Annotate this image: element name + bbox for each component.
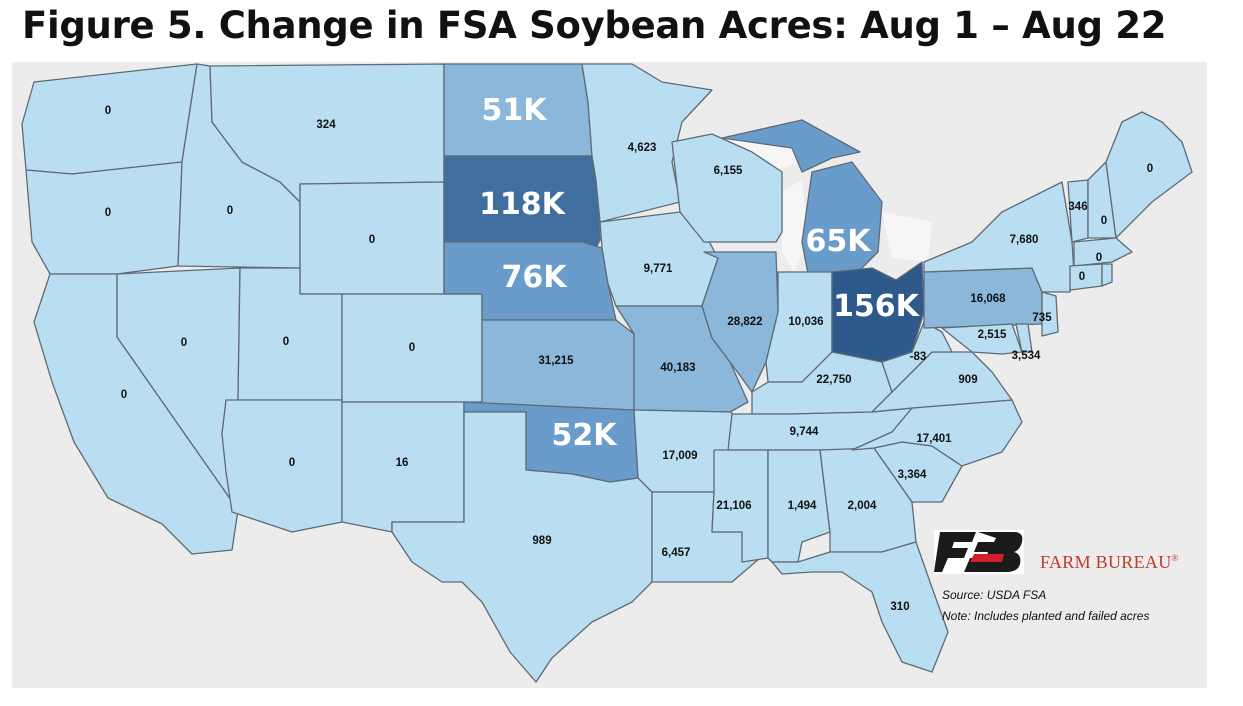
label-MO: 40,183 bbox=[660, 362, 695, 374]
state-RI bbox=[1101, 263, 1113, 287]
state-labels: 0 0 0 0 0 324 0 0 0 0 16 51K 118K 76K 31… bbox=[105, 93, 1153, 613]
label-ID: 0 bbox=[227, 205, 233, 217]
label-NJ: 735 bbox=[1032, 312, 1052, 324]
farm-bureau-wordmark: FARM BUREAU® bbox=[1040, 552, 1179, 572]
state-WA bbox=[21, 63, 198, 175]
source-note: Source: USDA FSA bbox=[942, 588, 1047, 602]
state-WV bbox=[881, 321, 953, 393]
figure-title: Figure 5. Change in FSA Soybean Acres: A… bbox=[22, 4, 1167, 47]
label-NE: 76K bbox=[502, 260, 569, 295]
states-layer bbox=[21, 63, 1193, 683]
label-SD: 118K bbox=[479, 187, 567, 222]
label-NY: 7,680 bbox=[1010, 234, 1039, 246]
state-MI bbox=[721, 119, 883, 275]
state-WI bbox=[671, 133, 783, 243]
registered-mark: ® bbox=[1171, 553, 1179, 563]
state-NJ bbox=[1041, 291, 1059, 337]
label-ND: 51K bbox=[482, 93, 549, 128]
label-NH: 0 bbox=[1101, 215, 1107, 227]
label-AL: 1,494 bbox=[788, 500, 817, 512]
label-CO: 0 bbox=[409, 342, 415, 354]
label-TX: 989 bbox=[532, 535, 551, 547]
label-KY: 22,750 bbox=[816, 374, 851, 386]
state-TX bbox=[391, 411, 653, 683]
label-WI: 6,155 bbox=[714, 165, 743, 177]
label-WY: 0 bbox=[369, 234, 375, 246]
label-ME: 0 bbox=[1147, 163, 1153, 175]
label-VA: 909 bbox=[958, 374, 977, 386]
label-NC: 17,401 bbox=[916, 433, 952, 445]
state-MD bbox=[941, 323, 1023, 355]
label-VT: 346 bbox=[1068, 201, 1087, 213]
label-MS: 21,106 bbox=[716, 500, 751, 512]
label-IN: 10,036 bbox=[788, 316, 823, 328]
state-IL bbox=[701, 251, 779, 393]
label-CT: 0 bbox=[1079, 271, 1085, 283]
label-CA: 0 bbox=[121, 389, 127, 401]
label-NV: 0 bbox=[181, 337, 187, 349]
label-AZ: 0 bbox=[289, 457, 295, 469]
label-GA: 2,004 bbox=[848, 500, 877, 512]
label-TN: 9,744 bbox=[790, 426, 819, 438]
lake-huron bbox=[882, 212, 932, 262]
label-MI: 65K bbox=[806, 224, 873, 259]
label-IA: 9,771 bbox=[644, 263, 673, 275]
label-FL: 310 bbox=[890, 601, 909, 613]
label-SC: 3,364 bbox=[898, 469, 927, 481]
label-MT: 324 bbox=[316, 119, 336, 131]
label-PA: 16,068 bbox=[970, 293, 1006, 305]
label-OR: 0 bbox=[105, 207, 111, 219]
label-WA: 0 bbox=[105, 105, 111, 117]
label-IL: 28,822 bbox=[727, 316, 762, 328]
label-WV: -83 bbox=[910, 351, 927, 363]
footnote: Note: Includes planted and failed acres bbox=[942, 609, 1150, 623]
us-states-choropleth: 0 0 0 0 0 324 0 0 0 0 16 51K 118K 76K 31… bbox=[12, 62, 1207, 688]
state-DE bbox=[1015, 323, 1033, 353]
state-CT bbox=[1069, 263, 1103, 291]
label-UT: 0 bbox=[283, 336, 289, 348]
farm-bureau-logo: FARM BUREAU® bbox=[934, 528, 1224, 578]
label-MA: 0 bbox=[1096, 252, 1102, 264]
label-NM: 16 bbox=[396, 457, 409, 469]
farm-bureau-mark-icon bbox=[934, 530, 1024, 574]
state-MA bbox=[1073, 237, 1133, 267]
label-OK: 52K bbox=[552, 418, 619, 453]
state-AZ bbox=[221, 399, 343, 533]
label-MN: 4,623 bbox=[628, 142, 657, 154]
state-ME bbox=[1105, 111, 1193, 239]
state-FL bbox=[771, 541, 949, 673]
label-KS: 31,215 bbox=[538, 355, 574, 367]
label-OH: 156K bbox=[833, 289, 921, 324]
label-MD: 2,515 bbox=[978, 329, 1007, 341]
us-map: 0 0 0 0 0 324 0 0 0 0 16 51K 118K 76K 31… bbox=[12, 62, 1207, 688]
lake-michigan bbox=[780, 180, 808, 272]
label-AR: 17,009 bbox=[662, 450, 697, 462]
label-DE: 3,534 bbox=[1012, 350, 1041, 362]
label-LA: 6,457 bbox=[662, 547, 691, 559]
state-OR bbox=[25, 161, 183, 275]
